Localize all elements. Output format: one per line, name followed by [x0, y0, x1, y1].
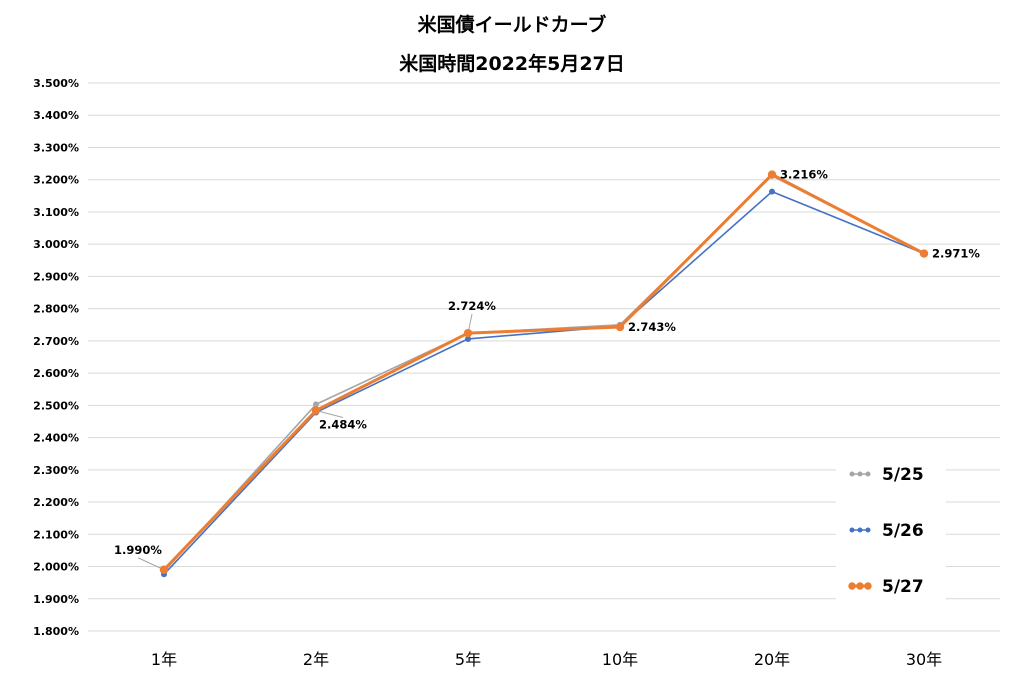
- y-axis: 1.800% 1.900% 2.000% 2.100% 2.200% 2.300% 2.40…: [33, 77, 79, 638]
- y-tick-label: 2.300%: [33, 464, 79, 477]
- y-tick-label: 2.800%: [33, 303, 79, 316]
- legend-swatch-marker: [865, 471, 871, 477]
- legend-item-5-26: 5/26: [849, 521, 924, 541]
- data-label: 3.216%: [780, 168, 828, 182]
- legend-swatch-marker: [864, 582, 872, 590]
- data-point: [311, 406, 321, 415]
- y-tick-label: 1.900%: [33, 593, 79, 606]
- legend-label: 5/27: [882, 577, 924, 597]
- series-line: [163, 190, 925, 575]
- data-point: [313, 401, 319, 408]
- series-line: [162, 173, 925, 571]
- chart-title: 米国債イールドカーブ: [418, 13, 607, 36]
- data-label: 2.971%: [932, 247, 980, 261]
- series-5-27: [159, 170, 929, 574]
- x-tick-label: 20年: [754, 650, 790, 669]
- legend-swatch-marker: [849, 527, 855, 533]
- y-tick-label: 3.500%: [33, 77, 79, 90]
- data-point: [769, 188, 775, 195]
- data-point: [463, 328, 473, 338]
- y-tick-label: 3.200%: [33, 174, 79, 187]
- y-tick-label: 2.100%: [33, 528, 79, 541]
- legend-swatch-marker: [849, 471, 855, 477]
- y-tick-label: 2.400%: [33, 432, 79, 445]
- legend-swatch-marker: [865, 527, 871, 533]
- data-point: [159, 565, 169, 574]
- legend-item-5-27: 5/27: [848, 577, 924, 597]
- data-point: [465, 335, 471, 342]
- data-label: 1.990%: [114, 543, 162, 557]
- legend-swatch-marker: [857, 527, 863, 533]
- series-5-26: [161, 188, 927, 578]
- data-label: 2.484%: [319, 418, 367, 432]
- y-tick-label: 2.700%: [33, 335, 79, 348]
- legend-swatch-marker: [857, 471, 863, 477]
- data-label: 2.743%: [628, 320, 676, 334]
- y-tick-label: 3.000%: [33, 238, 79, 251]
- y-tick-label: 1.800%: [33, 625, 79, 638]
- y-tick-label: 3.100%: [33, 206, 79, 219]
- x-tick-label: 30年: [906, 650, 942, 669]
- y-tick-label: 3.400%: [33, 109, 79, 122]
- legend-swatch-marker: [856, 582, 864, 590]
- data-label-leader-lines: [137, 314, 473, 571]
- x-tick-label: 5年: [455, 650, 481, 669]
- y-tick-label: 2.200%: [33, 496, 79, 509]
- data-label: 2.724%: [448, 299, 496, 313]
- y-tick-label: 2.500%: [33, 399, 79, 412]
- y-tick-label: 2.900%: [33, 270, 79, 283]
- y-tick-label: 3.300%: [33, 141, 79, 154]
- y-tick-label: 2.000%: [33, 561, 79, 574]
- legend: 5/25 5/26 5/27: [836, 450, 946, 602]
- data-labels: 1.990% 2.484% 2.724% 2.743% 3.216% 2.971%: [114, 168, 980, 557]
- data-label-leader: [137, 557, 165, 571]
- legend-item-5-25: 5/25: [849, 465, 924, 485]
- x-tick-label: 10年: [602, 650, 638, 669]
- gridlines: [88, 82, 1000, 632]
- x-axis: 1年 2年 5年 10年 20年 30年: [151, 650, 942, 669]
- chart-subtitle: 米国時間2022年5月27日: [399, 52, 625, 75]
- data-point: [767, 170, 777, 179]
- legend-label: 5/26: [882, 521, 924, 541]
- legend-label: 5/25: [882, 465, 924, 485]
- series-group: [159, 170, 929, 578]
- data-point: [615, 322, 625, 332]
- data-point: [919, 249, 929, 258]
- x-tick-label: 1年: [151, 650, 177, 669]
- legend-box: [836, 450, 946, 602]
- y-tick-label: 2.600%: [33, 367, 79, 380]
- data-label-leader: [315, 410, 344, 418]
- x-tick-label: 2年: [303, 650, 329, 669]
- legend-swatch-marker: [848, 582, 856, 590]
